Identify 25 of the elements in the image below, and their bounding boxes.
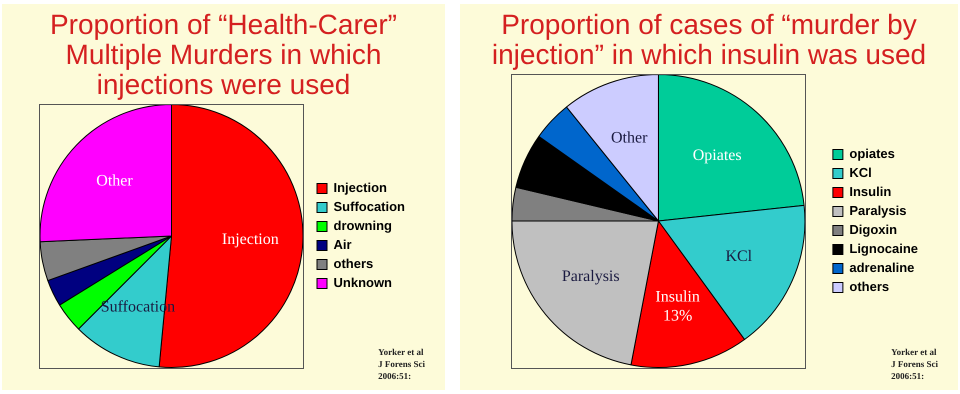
legend-label: drowning: [334, 218, 392, 234]
text: Yorker et al J Forens Sci 2006:51:: [378, 346, 425, 382]
data-label: KCl: [725, 248, 753, 265]
legend-label: adrenaline: [849, 260, 914, 276]
legend-label: Insulin: [849, 184, 892, 200]
data-label: Insulin 13%: [655, 288, 700, 324]
legend-label: Digoxin: [849, 222, 898, 238]
legend-label: Suffocation: [334, 199, 406, 214]
data-label: Other: [610, 129, 648, 146]
data-label: Paralysis: [562, 268, 620, 286]
legend-label: opiates: [849, 146, 895, 162]
chart-title: Proportion of “Health-Carer” Multiple Murders in which injections were used: [48, 9, 398, 100]
data-label: Opiates: [692, 146, 742, 164]
legend-label: Lignocaine: [849, 241, 918, 256]
legend-label: Air: [334, 237, 352, 252]
legend-label: Unknown: [334, 275, 392, 290]
chart-title: Proportion of cases of “murder by injection” in which insulin was used: [490, 9, 928, 70]
legend-label: KCl: [849, 165, 872, 180]
legend-label: others: [849, 279, 890, 294]
legend-label: Paralysis: [849, 203, 906, 218]
data-label: Injection: [222, 230, 279, 248]
legend-label: Injection: [334, 180, 388, 196]
legend-label: others: [334, 256, 374, 272]
data-label: Other: [96, 172, 134, 190]
text: Yorker et al J Forens Sci 2006:51:: [891, 346, 938, 382]
